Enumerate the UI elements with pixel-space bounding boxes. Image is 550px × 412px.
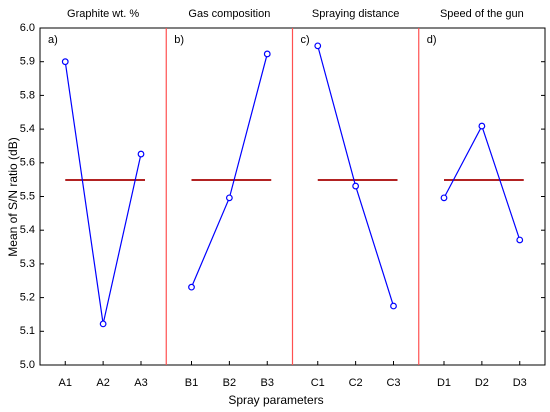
data-point xyxy=(478,122,486,130)
x-tick-label: C3 xyxy=(386,377,400,389)
y-tick-label: 5.5 xyxy=(20,190,35,202)
x-tick-label: A3 xyxy=(134,377,147,389)
panel-title: Graphite wt. % xyxy=(67,8,139,20)
y-tick-label: 5.8 xyxy=(20,89,35,101)
x-axis-label: Spray parameters xyxy=(228,393,323,407)
data-point xyxy=(188,283,195,291)
y-tick-label: 5.2 xyxy=(20,292,35,304)
x-tick-label: D1 xyxy=(437,377,451,389)
y-tick-label: 5.6 xyxy=(20,157,35,169)
series-line xyxy=(190,53,268,288)
y-tick-label: 5.9 xyxy=(20,56,35,68)
y-tick-label: 5.4 xyxy=(20,224,35,236)
y-axis-label: Mean of S/N ratio (dB) xyxy=(6,137,20,256)
panel-tag: c) xyxy=(301,34,310,46)
x-tick-label: B2 xyxy=(223,377,236,389)
data-point xyxy=(440,194,448,202)
y-tick-label: 6.0 xyxy=(20,22,35,34)
series-line xyxy=(443,124,521,241)
data-point xyxy=(352,182,360,190)
x-tick-label: D3 xyxy=(513,377,527,389)
data-point xyxy=(263,50,271,58)
x-tick-label: B1 xyxy=(185,377,198,389)
panel-title: Speed of the gun xyxy=(440,8,524,20)
panel-tag: b) xyxy=(174,34,184,46)
y-tick-label: 5.3 xyxy=(20,258,35,270)
x-tick-label: D2 xyxy=(475,377,489,389)
panel-tag: d) xyxy=(427,34,437,46)
panel-title: Spraying distance xyxy=(312,8,399,20)
panel-title: Gas composition xyxy=(188,8,270,20)
data-point xyxy=(516,236,524,244)
panel-tag: a) xyxy=(48,34,58,46)
data-point xyxy=(61,58,69,66)
y-tick-label: 5.0 xyxy=(20,359,35,371)
data-point xyxy=(137,150,145,158)
series-line xyxy=(64,61,142,325)
x-tick-label: C2 xyxy=(349,377,363,389)
data-point xyxy=(390,302,397,310)
y-tick-label: 5.4 xyxy=(20,123,35,135)
data-point xyxy=(314,42,322,50)
x-tick-label: C1 xyxy=(311,377,325,389)
series-line xyxy=(317,45,395,307)
x-tick-label: A2 xyxy=(96,377,109,389)
x-tick-label: A1 xyxy=(59,377,72,389)
y-tick-label: 5.1 xyxy=(20,325,35,337)
data-point xyxy=(225,194,233,202)
x-tick-label: B3 xyxy=(261,377,274,389)
data-point xyxy=(99,320,107,328)
